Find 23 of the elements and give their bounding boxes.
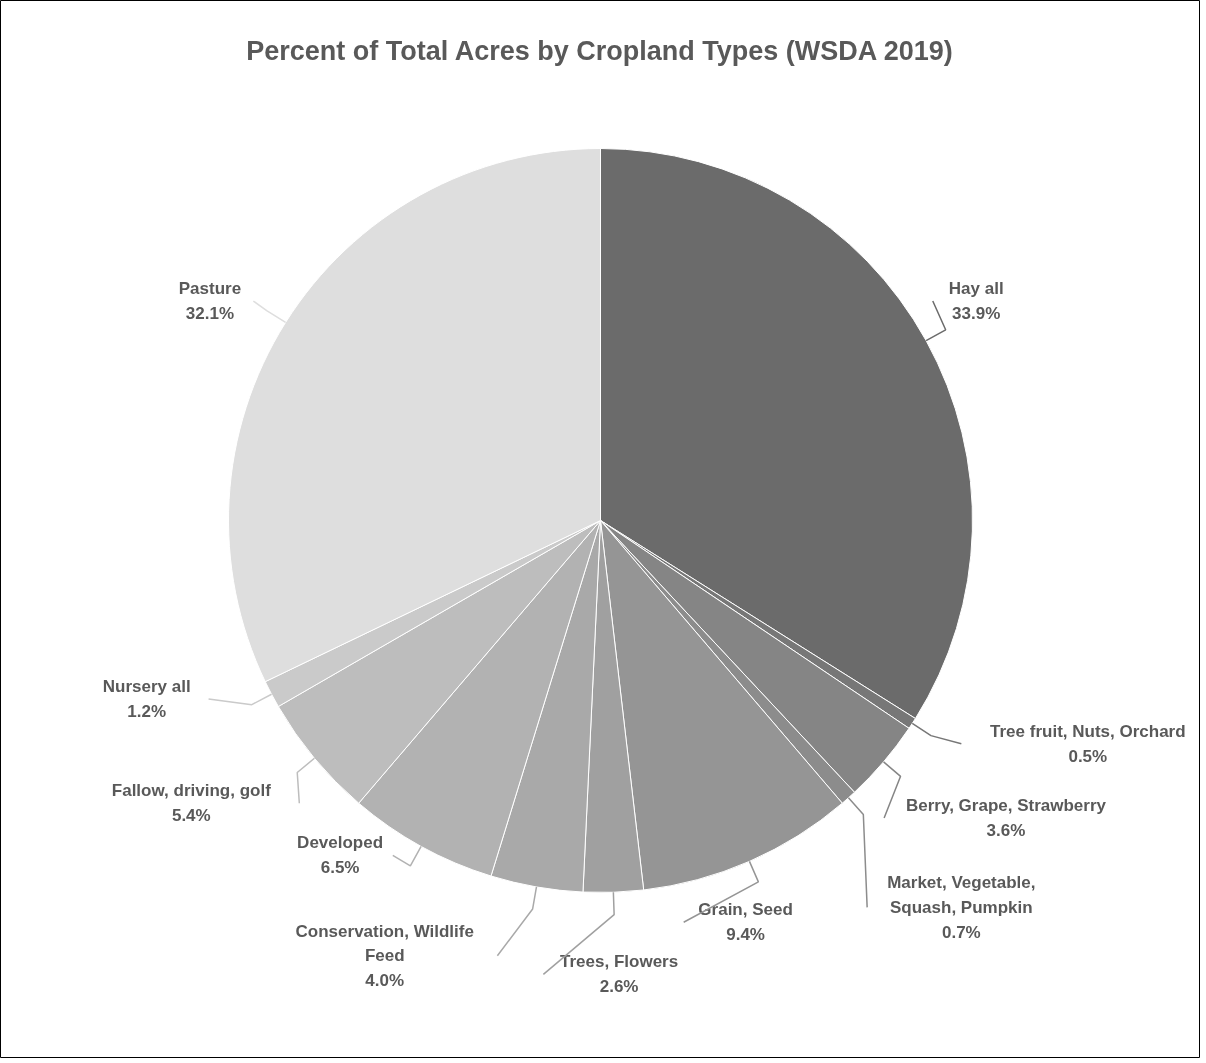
data-label: 0.5%: [1068, 746, 1108, 766]
slice-label: Grain, Seed: [698, 900, 793, 920]
data-label: 32.1%: [185, 303, 234, 323]
slice-label: Market, Vegetable, Squash, Pumpkin: [887, 873, 1036, 917]
data-label: 5.4%: [171, 806, 211, 826]
slice-label: Hay all: [948, 279, 1004, 299]
slice-label: Trees, Flowers: [560, 952, 679, 972]
data-label: 0.7%: [941, 922, 981, 942]
data-label: 3.6%: [986, 820, 1026, 840]
slice-label: Pasture: [178, 279, 242, 299]
slice-label: Developed: [297, 833, 384, 853]
chart-title: Percent of Total Acres by Cropland Types (WSDA 2019): [246, 35, 953, 66]
data-label: 33.9%: [952, 303, 1001, 323]
data-label: 1.2%: [127, 701, 167, 721]
slice-label: Nursery all: [102, 677, 191, 697]
data-label: 2.6%: [599, 977, 639, 997]
slice-label: Conservation, Wildlife Feed: [295, 921, 474, 966]
slice-label: Fallow, driving, golf: [111, 781, 272, 801]
data-label: 9.4%: [726, 925, 765, 945]
data-label: 6.5%: [320, 858, 360, 878]
data-label: 4.0%: [365, 970, 405, 990]
legend-label: Tree fruit, Nuts, Orchard: [990, 721, 1186, 741]
slice-label: Berry, Grape, Strawberry: [905, 796, 1107, 816]
